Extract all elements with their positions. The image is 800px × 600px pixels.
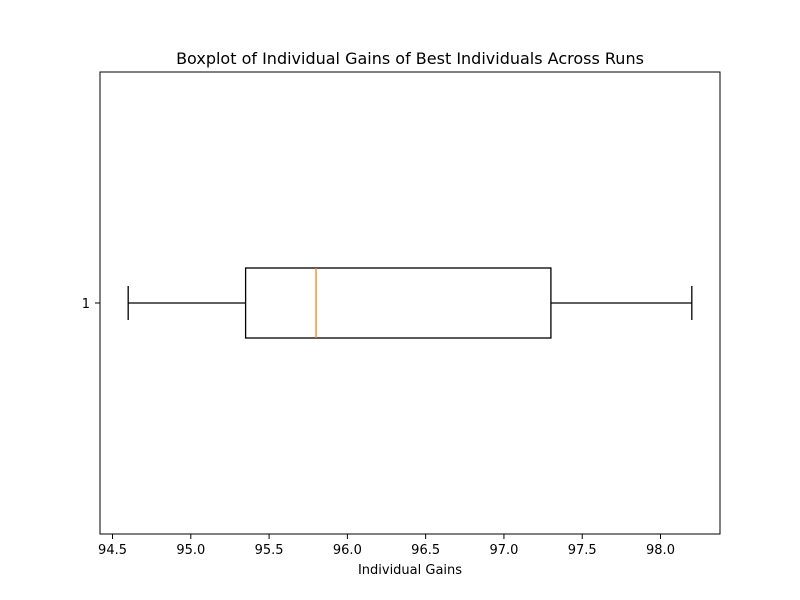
x-axis-label: Individual Gains [358,563,462,578]
x-tick-label: 96.0 [333,543,362,558]
x-tick-label: 98.0 [646,543,675,558]
x-tick-label: 97.0 [489,543,518,558]
box-iqr [244,267,552,339]
y-tick-label: 1 [82,297,90,312]
y-axis: 1 [82,297,100,312]
x-tick-label: 97.5 [568,543,597,558]
x-axis: 94.5 95.0 95.5 96.0 96.5 97.0 97.5 98.0 [98,534,675,558]
x-tick-label: 96.5 [411,543,440,558]
x-tick-label: 95.0 [176,543,205,558]
chart-title: Boxplot of Individual Gains of Best Indi… [176,49,644,68]
x-tick-label: 95.5 [255,543,284,558]
x-tick-label: 94.5 [98,543,127,558]
box-series [127,267,693,339]
